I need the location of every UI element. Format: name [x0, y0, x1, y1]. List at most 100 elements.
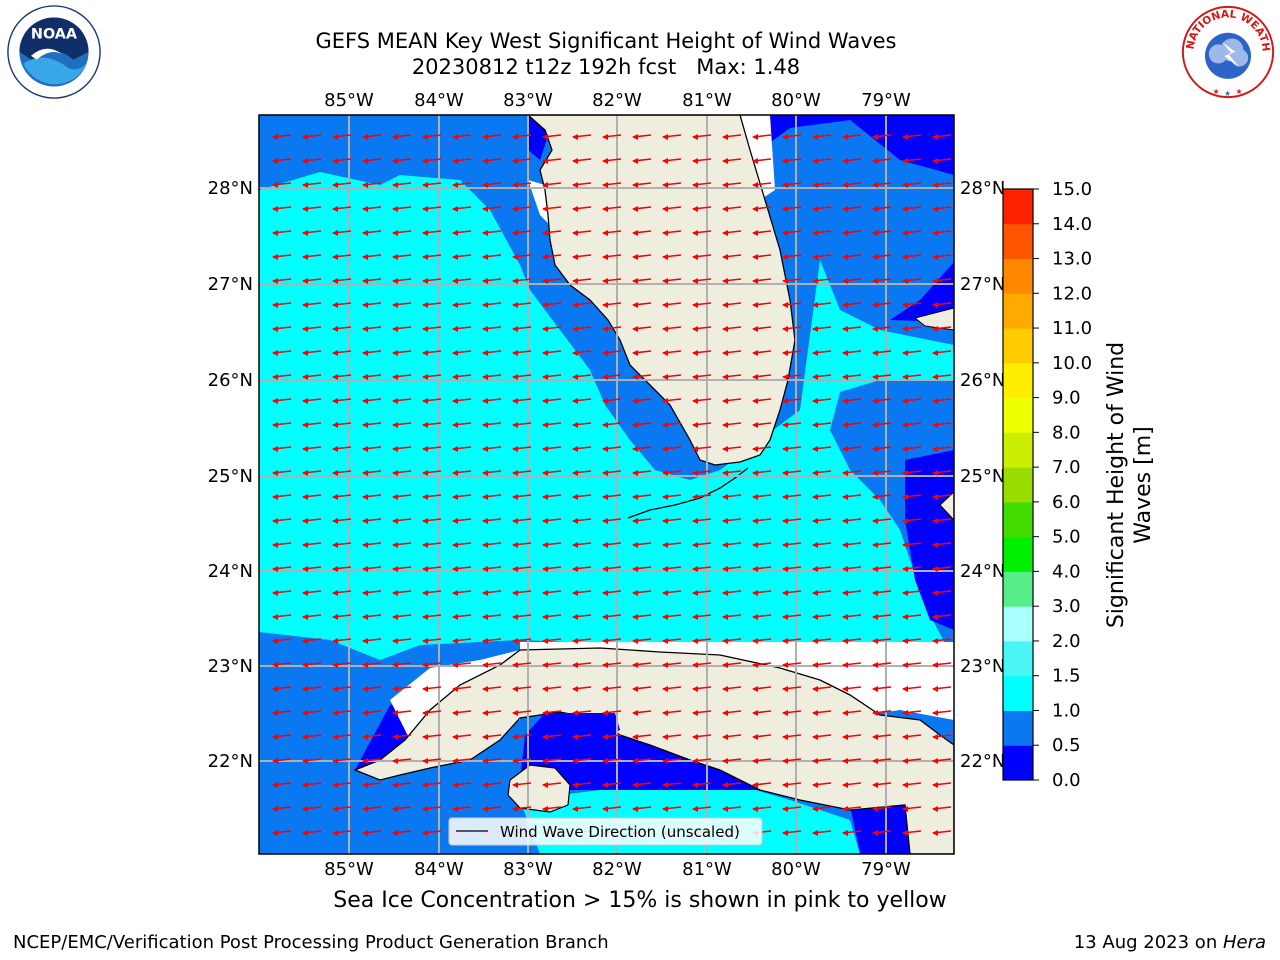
wave-arrow	[662, 734, 682, 740]
wave-arrow	[452, 374, 472, 380]
wave-arrow	[542, 710, 562, 716]
wave-arrow	[422, 710, 442, 716]
wave-arrow	[272, 278, 292, 284]
wave-arrow	[752, 158, 772, 164]
wave-arrow	[902, 494, 922, 500]
wave-arrow	[452, 710, 472, 716]
wave-arrow	[392, 134, 412, 140]
wave-arrow	[512, 614, 532, 620]
wave-arrow	[782, 518, 802, 524]
wave-arrow	[392, 566, 412, 572]
wave-arrow	[542, 758, 562, 764]
nws-logo-icon: NATIONAL WEATHER SERVICE ★ ★ ★	[1180, 4, 1275, 98]
wave-arrow	[692, 422, 712, 428]
wave-arrow	[782, 830, 802, 836]
wave-arrow	[692, 206, 712, 212]
wave-arrow	[692, 662, 712, 668]
wave-arrow	[572, 710, 592, 716]
wave-arrow	[332, 470, 352, 476]
wave-arrow	[422, 686, 442, 692]
wave-arrow	[482, 710, 502, 716]
wave-arrow	[512, 398, 532, 404]
wave-arrow	[392, 830, 412, 836]
colorbar-label-line2: Waves [m]	[1131, 426, 1156, 543]
wave-arrow	[572, 374, 592, 380]
colorbar-segment	[1003, 397, 1033, 433]
wave-arrow	[602, 470, 622, 476]
run-date: 13 Aug 2023 on Hera	[1074, 932, 1266, 953]
wave-arrow	[842, 806, 862, 812]
colorbar-segment	[1003, 501, 1033, 538]
wave-arrow	[272, 446, 292, 452]
wave-arrow	[422, 350, 442, 356]
wave-arrow	[692, 734, 712, 740]
lon-label-bottom: 85°W	[324, 859, 374, 880]
wave-arrow	[302, 830, 322, 836]
wave-arrow	[362, 758, 382, 764]
wave-arrow	[722, 254, 742, 260]
wave-arrow	[362, 230, 382, 236]
wave-arrow	[722, 158, 742, 164]
map-title-line1: GEFS MEAN Key West Significant Height of…	[315, 29, 897, 53]
colorbar-tick-label: 3.0	[1052, 596, 1081, 617]
wave-arrow	[902, 398, 922, 404]
wave-arrow	[512, 230, 532, 236]
wave-arrow	[452, 494, 472, 500]
wave-arrow	[542, 782, 562, 788]
wave-arrow	[662, 158, 682, 164]
wave-arrow	[572, 158, 592, 164]
wave-arrow	[812, 758, 832, 764]
wave-arrow	[422, 494, 442, 500]
wave-arrow	[422, 278, 442, 284]
colorbar-segment	[1003, 745, 1033, 781]
wave-arrow	[362, 782, 382, 788]
wave-arrow	[632, 638, 652, 644]
wave-arrow	[302, 374, 322, 380]
wave-arrow	[812, 542, 832, 548]
lat-label-right: 24°N	[960, 561, 1005, 582]
wave-arrow	[512, 182, 532, 188]
wave-arrow	[872, 374, 892, 380]
wave-arrow	[632, 278, 652, 284]
wave-arrow	[332, 230, 352, 236]
wave-arrow	[932, 494, 952, 500]
wave-arrow	[842, 374, 862, 380]
wave-arrow	[572, 230, 592, 236]
wave-arrow	[452, 350, 472, 356]
wave-arrow	[932, 206, 952, 212]
wave-arrow	[932, 302, 952, 308]
wave-arrow	[782, 326, 802, 332]
wave-arrow	[452, 422, 472, 428]
wave-arrow	[512, 422, 532, 428]
wave-arrow	[302, 422, 322, 428]
wave-arrow	[602, 758, 622, 764]
wave-arrow	[902, 182, 922, 188]
wave-arrow	[722, 374, 742, 380]
wave-arrow	[692, 398, 712, 404]
wave-arrow	[542, 590, 562, 596]
wave-arrow	[482, 278, 502, 284]
wave-arrow	[332, 734, 352, 740]
wave-arrow	[932, 614, 952, 620]
wave-arrow	[872, 134, 892, 140]
lon-label-top: 80°W	[771, 90, 821, 111]
wave-arrow	[902, 374, 922, 380]
wave-arrow	[362, 542, 382, 548]
wave-arrow	[812, 566, 832, 572]
wave-arrow	[662, 206, 682, 212]
wave-arrow	[572, 734, 592, 740]
wave-arrow	[812, 806, 832, 812]
wave-arrow	[722, 494, 742, 500]
wave-arrow	[272, 254, 292, 260]
wave-arrow	[812, 374, 832, 380]
wave-arrow	[452, 398, 472, 404]
lat-label-right: 23°N	[960, 656, 1005, 677]
wave-arrow	[482, 230, 502, 236]
wave-arrow	[782, 566, 802, 572]
wave-arrow	[272, 710, 292, 716]
wave-arrow	[782, 230, 802, 236]
wave-arrow	[662, 350, 682, 356]
wave-arrow	[602, 398, 622, 404]
colorbar-segment	[1003, 536, 1033, 572]
wave-arrow	[422, 158, 442, 164]
